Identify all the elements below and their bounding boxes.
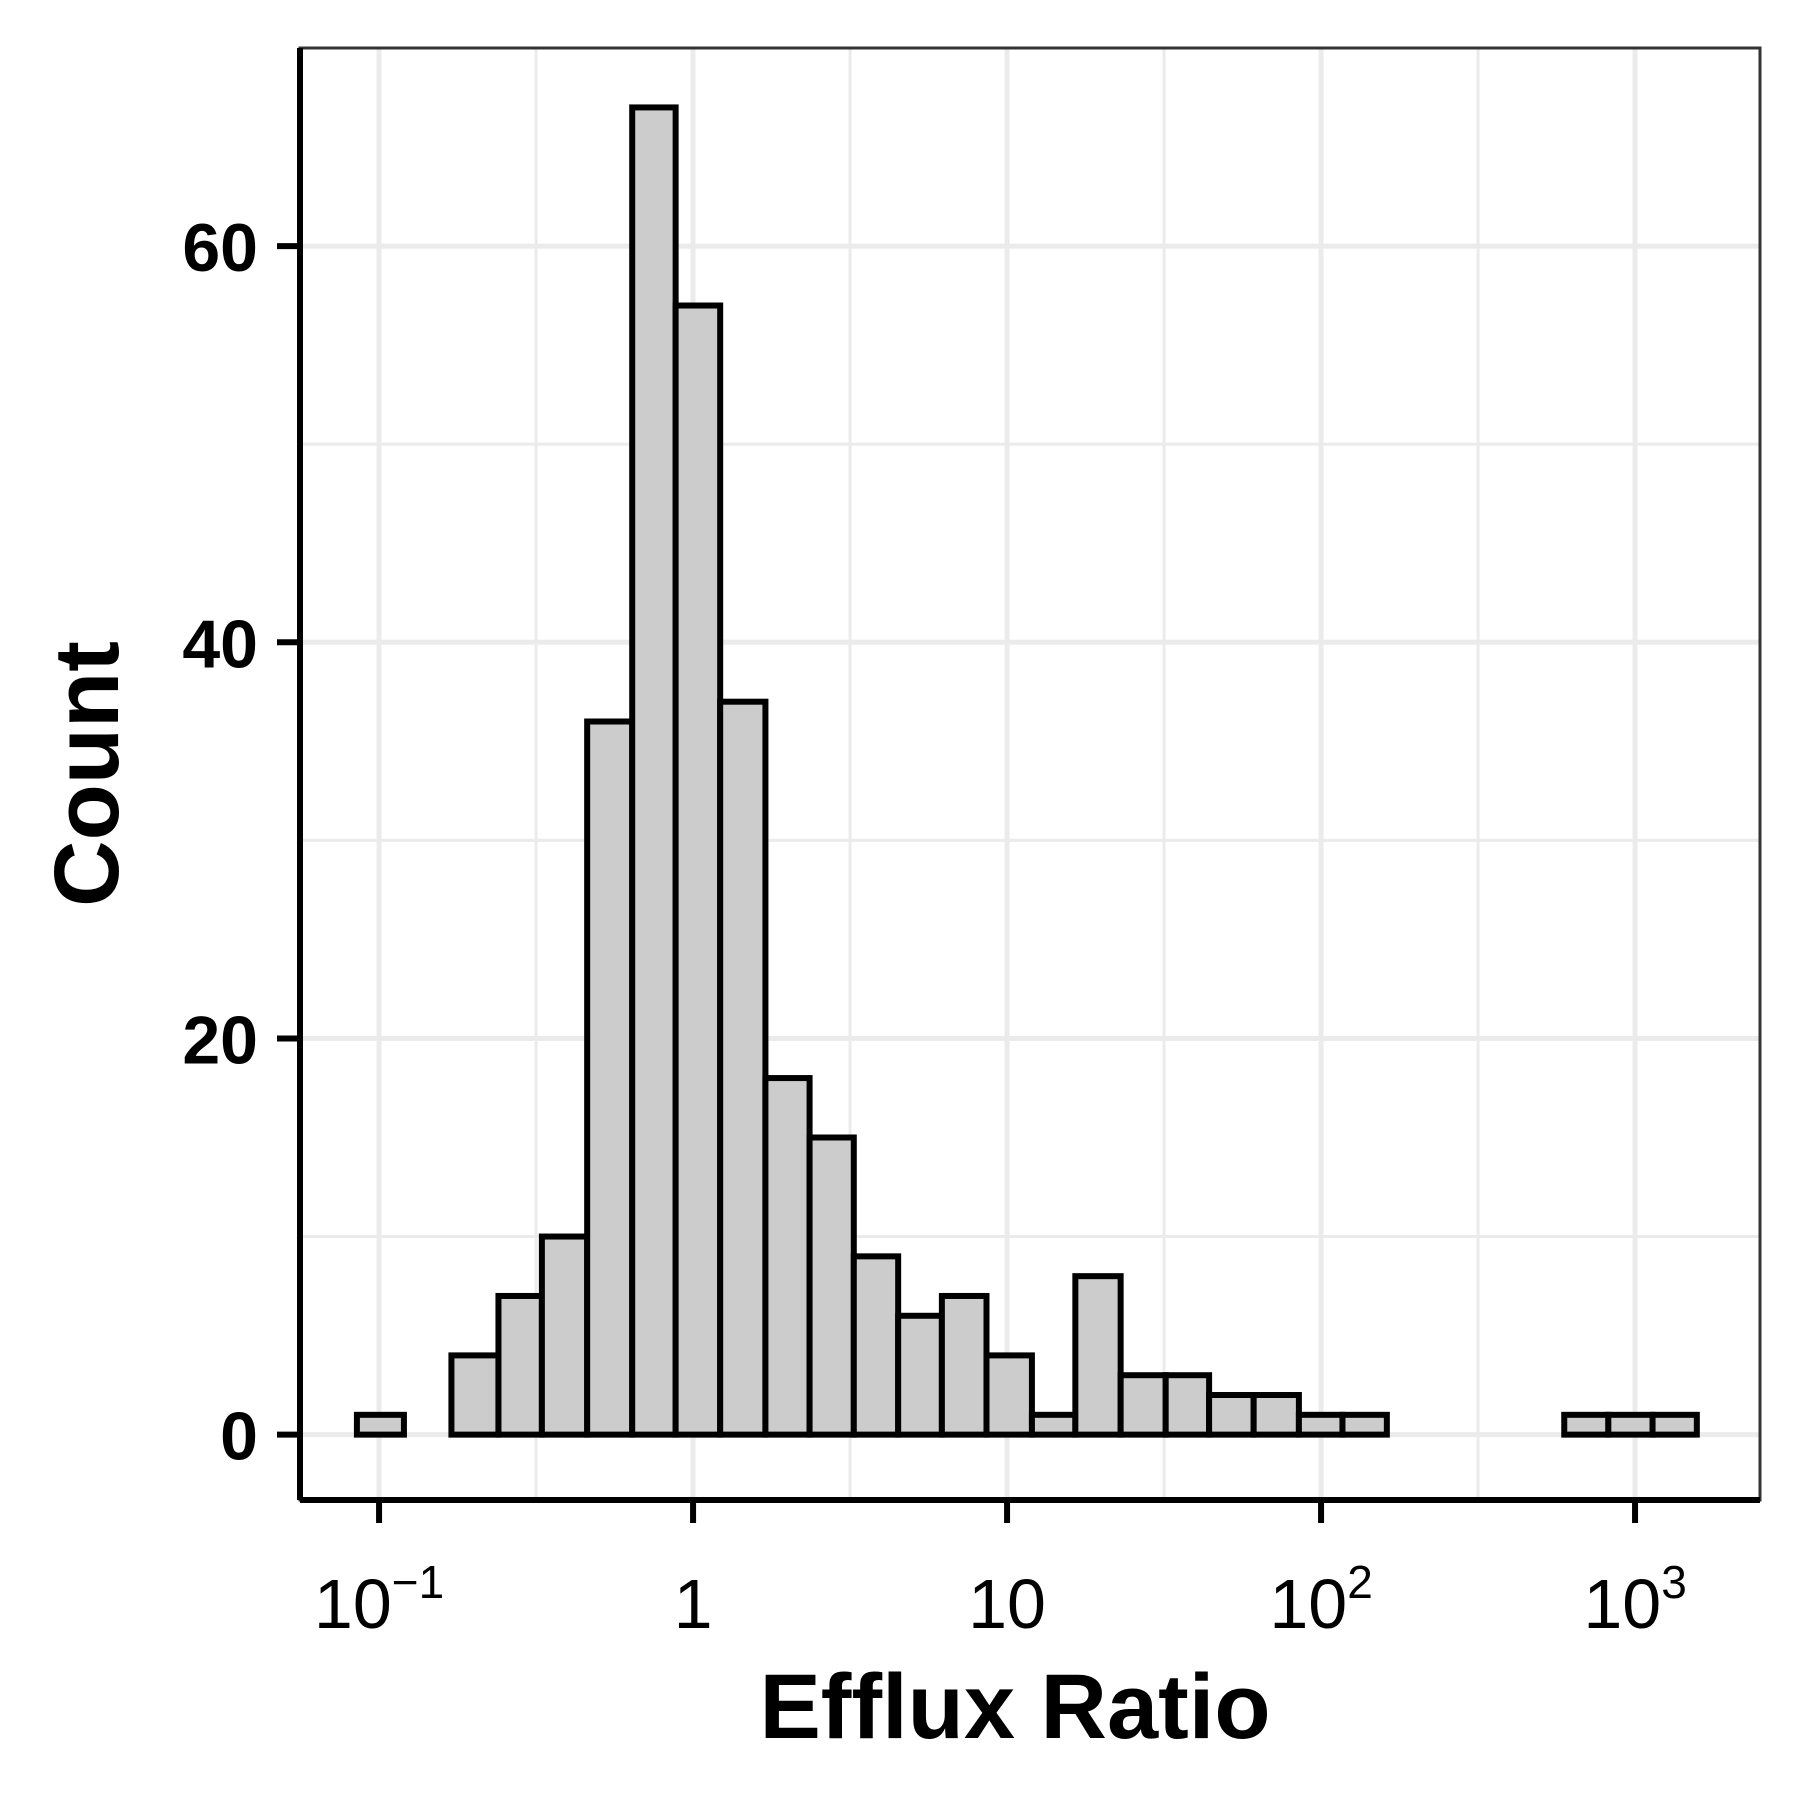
histogram-bar [1649, 1411, 1700, 1438]
y-tick-label: 40 [182, 606, 258, 682]
histogram-bar [672, 302, 724, 1438]
histogram-bar [1250, 1392, 1302, 1438]
histogram-bar [850, 1253, 902, 1438]
x-axis-ticks: 10−1 1 10 102 103 [314, 1500, 1687, 1643]
histogram-bar [806, 1134, 857, 1438]
y-axis-title: Count [36, 641, 138, 907]
histogram-bar [1339, 1411, 1390, 1438]
y-axis-ticks: 0 20 40 60 [182, 210, 300, 1475]
histogram-bars [353, 104, 1700, 1438]
y-tick-label: 20 [182, 1002, 258, 1078]
x-tick-label: 103 [1583, 1556, 1686, 1643]
x-tick-label: 1 [674, 1565, 713, 1643]
histogram-bar [717, 698, 769, 1438]
histogram-bar [448, 1352, 502, 1438]
histogram-bar [1072, 1273, 1124, 1438]
plot-background [300, 48, 1760, 1500]
histogram-bar [1028, 1411, 1079, 1438]
histogram-bar [629, 104, 679, 1438]
histogram-bar [495, 1292, 545, 1438]
x-tick-label: 10−1 [314, 1556, 444, 1643]
histogram-bar [983, 1352, 1035, 1438]
y-tick-label: 60 [182, 210, 258, 286]
y-tick-label: 0 [220, 1399, 258, 1475]
histogram-bar [895, 1312, 945, 1438]
histogram-bar [1605, 1411, 1656, 1438]
histogram-bar [353, 1411, 407, 1438]
histogram-bar [584, 718, 636, 1438]
x-tick-label: 102 [1269, 1556, 1372, 1643]
histogram-bar [938, 1292, 990, 1438]
histogram-bar [1561, 1411, 1612, 1438]
histogram-bar [1162, 1372, 1213, 1438]
histogram-bar [538, 1233, 591, 1438]
histogram-bar [1295, 1411, 1346, 1438]
histogram-bar [1117, 1372, 1169, 1438]
x-tick-label: 10 [968, 1565, 1046, 1643]
histogram-bar [762, 1075, 813, 1438]
x-axis-title: Efflux Ratio [759, 1656, 1270, 1758]
histogram-bar [1206, 1392, 1257, 1438]
